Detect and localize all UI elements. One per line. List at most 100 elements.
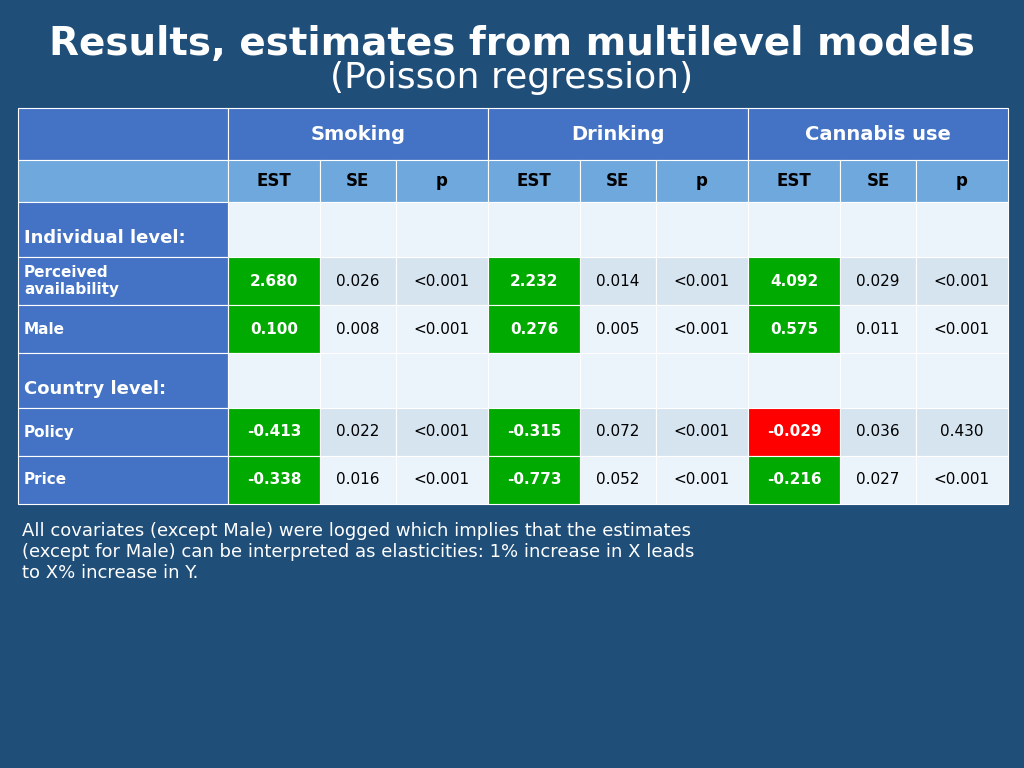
Text: 4.092: 4.092 bbox=[770, 273, 818, 289]
Text: SE: SE bbox=[866, 172, 890, 190]
Bar bbox=[487, 305, 581, 353]
Bar bbox=[655, 353, 748, 408]
Bar bbox=[581, 257, 655, 305]
Bar bbox=[321, 305, 395, 353]
Bar bbox=[915, 456, 1008, 504]
Bar bbox=[18, 257, 227, 305]
Bar bbox=[227, 108, 487, 160]
Bar bbox=[915, 160, 1008, 202]
Text: p: p bbox=[436, 172, 447, 190]
Bar bbox=[841, 305, 915, 353]
Bar bbox=[748, 305, 841, 353]
Bar bbox=[395, 257, 487, 305]
Text: 0.005: 0.005 bbox=[596, 322, 640, 336]
Text: <0.001: <0.001 bbox=[934, 273, 990, 289]
Bar bbox=[581, 408, 655, 456]
Bar bbox=[395, 456, 487, 504]
Text: -0.216: -0.216 bbox=[767, 472, 821, 488]
Text: <0.001: <0.001 bbox=[414, 273, 470, 289]
Text: 2.680: 2.680 bbox=[250, 273, 298, 289]
Bar bbox=[915, 305, 1008, 353]
Text: p: p bbox=[696, 172, 708, 190]
Bar bbox=[487, 257, 581, 305]
Bar bbox=[581, 353, 655, 408]
Text: 0.011: 0.011 bbox=[856, 322, 900, 336]
Text: EST: EST bbox=[516, 172, 551, 190]
Text: 0.052: 0.052 bbox=[596, 472, 640, 488]
Bar bbox=[321, 202, 395, 257]
Bar bbox=[227, 160, 321, 202]
Bar bbox=[748, 160, 841, 202]
Bar bbox=[748, 353, 841, 408]
Bar bbox=[227, 305, 321, 353]
Text: EST: EST bbox=[257, 172, 291, 190]
Text: All covariates (except Male) were logged which implies that the estimates
(excep: All covariates (except Male) were logged… bbox=[22, 522, 694, 581]
Text: 2.232: 2.232 bbox=[510, 273, 558, 289]
Bar bbox=[18, 305, 227, 353]
Text: -0.413: -0.413 bbox=[247, 425, 301, 439]
Bar bbox=[655, 160, 748, 202]
Bar bbox=[227, 202, 321, 257]
Bar bbox=[487, 202, 581, 257]
Bar bbox=[487, 408, 581, 456]
Text: Policy: Policy bbox=[24, 425, 75, 439]
Bar bbox=[915, 202, 1008, 257]
Text: <0.001: <0.001 bbox=[674, 322, 730, 336]
Text: 0.430: 0.430 bbox=[940, 425, 984, 439]
Text: 0.100: 0.100 bbox=[250, 322, 298, 336]
Bar bbox=[655, 305, 748, 353]
Text: -0.315: -0.315 bbox=[507, 425, 561, 439]
Bar bbox=[841, 202, 915, 257]
Text: 0.016: 0.016 bbox=[336, 472, 380, 488]
Bar bbox=[487, 108, 748, 160]
Bar bbox=[581, 305, 655, 353]
Text: SE: SE bbox=[606, 172, 630, 190]
Text: 0.029: 0.029 bbox=[856, 273, 900, 289]
Bar bbox=[841, 408, 915, 456]
Bar bbox=[227, 257, 321, 305]
Bar bbox=[841, 456, 915, 504]
Text: 0.022: 0.022 bbox=[336, 425, 380, 439]
Bar bbox=[487, 456, 581, 504]
Text: Drinking: Drinking bbox=[571, 124, 665, 144]
Text: 0.276: 0.276 bbox=[510, 322, 558, 336]
Text: 0.008: 0.008 bbox=[336, 322, 380, 336]
Bar bbox=[841, 160, 915, 202]
Text: 0.036: 0.036 bbox=[856, 425, 900, 439]
Text: <0.001: <0.001 bbox=[674, 425, 730, 439]
Bar bbox=[487, 353, 581, 408]
Text: EST: EST bbox=[776, 172, 811, 190]
Bar bbox=[321, 456, 395, 504]
Text: 0.072: 0.072 bbox=[596, 425, 640, 439]
Bar bbox=[748, 108, 1008, 160]
Bar bbox=[748, 202, 841, 257]
Bar bbox=[915, 353, 1008, 408]
Bar bbox=[227, 456, 321, 504]
Bar bbox=[581, 160, 655, 202]
Bar bbox=[581, 456, 655, 504]
Bar bbox=[321, 408, 395, 456]
Text: Results, estimates from multilevel models: Results, estimates from multilevel model… bbox=[49, 25, 975, 63]
Bar bbox=[395, 160, 487, 202]
Bar bbox=[18, 160, 227, 202]
Text: (Poisson regression): (Poisson regression) bbox=[331, 61, 693, 95]
Bar bbox=[227, 408, 321, 456]
Bar bbox=[395, 353, 487, 408]
Text: p: p bbox=[956, 172, 968, 190]
Bar bbox=[227, 353, 321, 408]
Text: Cannabis use: Cannabis use bbox=[805, 124, 951, 144]
Bar bbox=[748, 456, 841, 504]
Text: Perceived
availability: Perceived availability bbox=[24, 265, 119, 297]
Bar bbox=[748, 408, 841, 456]
Bar bbox=[321, 160, 395, 202]
Text: <0.001: <0.001 bbox=[674, 273, 730, 289]
Bar bbox=[18, 456, 227, 504]
Bar bbox=[915, 408, 1008, 456]
Text: SE: SE bbox=[346, 172, 370, 190]
Text: -0.773: -0.773 bbox=[507, 472, 561, 488]
Text: <0.001: <0.001 bbox=[414, 472, 470, 488]
Text: Country level:: Country level: bbox=[24, 380, 166, 398]
Bar bbox=[655, 408, 748, 456]
Bar bbox=[915, 257, 1008, 305]
Text: 0.575: 0.575 bbox=[770, 322, 818, 336]
